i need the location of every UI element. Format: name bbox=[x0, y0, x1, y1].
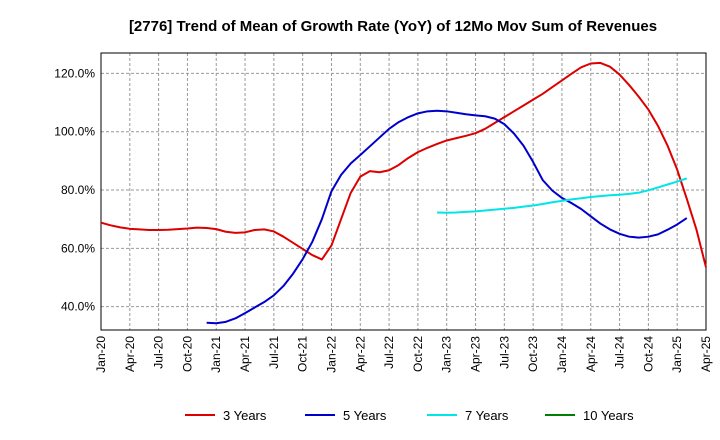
legend-label: 7 Years bbox=[465, 408, 509, 423]
series-lines bbox=[100, 61, 707, 325]
legend-label: 10 Years bbox=[583, 408, 634, 423]
y-tick-label: 60.0% bbox=[61, 241, 95, 255]
x-tick-label: Apr-20 bbox=[123, 336, 137, 372]
series-line-3-years bbox=[100, 61, 707, 268]
x-tick-label: Oct-24 bbox=[641, 336, 655, 372]
x-tick-label: Oct-21 bbox=[296, 336, 310, 372]
series-line-7-years bbox=[437, 177, 688, 214]
x-tick-label: Oct-22 bbox=[411, 336, 425, 372]
legend-label: 5 Years bbox=[343, 408, 387, 423]
x-tick-label: Jan-24 bbox=[555, 336, 569, 373]
x-tick-label: Jul-23 bbox=[497, 336, 511, 369]
x-tick-label: Apr-22 bbox=[353, 336, 367, 372]
y-axis: 40.0% 60.0% 80.0% 100.0% 120.0% bbox=[54, 66, 95, 313]
x-tick-label: Jul-22 bbox=[382, 336, 396, 369]
x-tick-label: Apr-24 bbox=[584, 336, 598, 372]
chart-title: [2776] Trend of Mean of Growth Rate (YoY… bbox=[129, 18, 657, 35]
legend: 3 Years 5 Years 7 Years 10 Years bbox=[185, 408, 634, 423]
x-tick-label: Jan-23 bbox=[440, 336, 454, 373]
x-tick-label: Apr-25 bbox=[699, 336, 713, 372]
y-tick-label: 80.0% bbox=[61, 183, 95, 197]
x-tick-label: Jan-22 bbox=[324, 336, 338, 373]
plot-area bbox=[100, 52, 707, 331]
x-tick-label: Oct-20 bbox=[180, 336, 194, 372]
y-tick-label: 40.0% bbox=[61, 300, 95, 314]
y-tick-label: 120.0% bbox=[54, 66, 95, 80]
x-tick-label: Jan-25 bbox=[670, 336, 684, 373]
x-tick-label: Apr-21 bbox=[238, 336, 252, 372]
grid bbox=[100, 53, 707, 330]
legend-label: 3 Years bbox=[223, 408, 267, 423]
y-tick-label: 100.0% bbox=[54, 125, 95, 139]
series-line-5-years bbox=[206, 109, 688, 325]
x-tick-label: Jul-21 bbox=[267, 336, 281, 369]
x-axis: Jan-20 Apr-20 Jul-20 Oct-20 Jan-21 Apr-21 Jul-… bbox=[94, 336, 713, 373]
x-tick-label: Oct-23 bbox=[526, 336, 540, 372]
x-tick-label: Jan-21 bbox=[209, 336, 223, 373]
x-tick-label: Apr-23 bbox=[469, 336, 483, 372]
x-tick-label: Jan-20 bbox=[94, 336, 108, 373]
x-tick-label: Jul-24 bbox=[613, 336, 627, 369]
x-tick-label: Jul-20 bbox=[152, 336, 166, 369]
